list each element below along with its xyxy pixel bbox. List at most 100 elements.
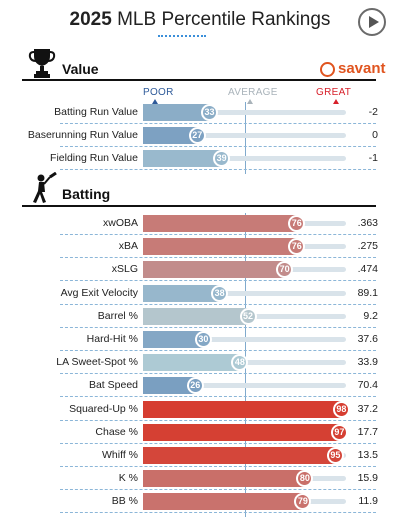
percentile-marker: 79 bbox=[294, 493, 312, 511]
metric-value-2-row-divider bbox=[60, 169, 376, 171]
metric-value: 89.1 bbox=[357, 286, 378, 299]
metric-label: xSLG bbox=[111, 263, 138, 276]
metric-label: Avg Exit Velocity bbox=[60, 286, 138, 299]
section-title-value: Value bbox=[62, 61, 99, 77]
percentile-track bbox=[143, 110, 346, 115]
percentile-marker: 98 bbox=[332, 400, 350, 418]
savant-logo: savant bbox=[338, 60, 386, 77]
percentile-marker: 76 bbox=[288, 238, 306, 256]
metric-batting-0-row-divider bbox=[60, 234, 376, 235]
metric-value: 37.6 bbox=[357, 333, 378, 345]
percentile-bar[interactable] bbox=[143, 354, 241, 372]
percentile-marker: 97 bbox=[330, 423, 348, 441]
section-rule-batting bbox=[22, 205, 376, 207]
metric-batting-12-row-divider bbox=[60, 512, 376, 514]
percentile-marker: 52 bbox=[239, 307, 257, 325]
percentile-bar[interactable] bbox=[143, 104, 210, 121]
percentile-track bbox=[143, 383, 346, 389]
metric-value: .474 bbox=[357, 263, 378, 276]
percentile-marker: 33 bbox=[200, 104, 218, 121]
title-underline bbox=[158, 35, 206, 37]
metric-label: Baserunning Run Value bbox=[27, 129, 138, 142]
percentile-bar[interactable] bbox=[143, 307, 249, 325]
scale-poor-label: POOR bbox=[143, 87, 174, 98]
scale-great-marker bbox=[333, 99, 339, 104]
metric-label: Fielding Run Value bbox=[50, 152, 138, 165]
metric-batting-6-row-divider bbox=[60, 373, 376, 375]
metric-value: 9.2 bbox=[363, 309, 378, 322]
percentile-marker: 95 bbox=[326, 447, 344, 464]
metric-batting-9-row-divider bbox=[60, 442, 376, 444]
metric-value: -2 bbox=[368, 106, 378, 118]
metric-label: Whiff % bbox=[102, 449, 138, 461]
percentile-track bbox=[143, 133, 346, 139]
percentile-bar[interactable] bbox=[143, 238, 298, 256]
metric-value: 37.2 bbox=[357, 402, 378, 415]
play-button[interactable] bbox=[358, 8, 386, 36]
percentile-marker: 30 bbox=[194, 331, 212, 348]
percentile-bar[interactable] bbox=[143, 331, 204, 348]
metric-label: Batting Run Value bbox=[54, 106, 138, 118]
scale-average-label: AVERAGE bbox=[228, 87, 278, 98]
percentile-marker: 38 bbox=[211, 284, 229, 302]
percentile-bar[interactable] bbox=[143, 127, 198, 145]
metric-value: 0 bbox=[372, 129, 378, 142]
metric-label: Bat Speed bbox=[88, 379, 138, 392]
metric-value: 70.4 bbox=[357, 379, 378, 392]
metric-value: .363 bbox=[357, 217, 378, 229]
percentile-track bbox=[143, 337, 346, 342]
percentile-bar[interactable] bbox=[143, 423, 340, 441]
percentile-bar[interactable] bbox=[143, 400, 342, 418]
percentile-marker: 26 bbox=[186, 377, 204, 395]
percentile-bar[interactable] bbox=[143, 261, 286, 279]
metric-value: 15.9 bbox=[357, 472, 378, 485]
metric-value: 33.9 bbox=[357, 356, 378, 369]
trophy-icon bbox=[28, 49, 56, 78]
metric-batting-10-row-divider bbox=[60, 466, 376, 467]
metric-label: LA Sweet-Spot % bbox=[56, 356, 138, 369]
metric-label: xBA bbox=[118, 240, 138, 253]
metric-value-0-row-divider bbox=[60, 123, 376, 124]
scale-average-marker bbox=[247, 99, 253, 104]
percentile-marker: 39 bbox=[213, 150, 231, 168]
metric-label: xwOBA bbox=[102, 217, 138, 229]
percentile-bar[interactable] bbox=[143, 150, 223, 168]
scale-poor-marker bbox=[152, 99, 158, 104]
metric-label: BB % bbox=[111, 495, 138, 508]
metric-value: .275 bbox=[357, 240, 378, 253]
metric-label: K % bbox=[118, 472, 138, 485]
metric-value: 11.9 bbox=[358, 495, 378, 508]
percentile-marker: 80 bbox=[296, 470, 314, 488]
metric-value-1-row-divider bbox=[60, 146, 376, 148]
savant-ball-icon bbox=[320, 62, 335, 77]
metric-batting-4-row-divider bbox=[60, 326, 376, 328]
metric-value: 17.7 bbox=[357, 425, 378, 438]
metric-batting-1-row-divider bbox=[60, 257, 376, 259]
percentile-track bbox=[143, 290, 346, 296]
title-text: MLB Percentile Rankings bbox=[111, 9, 331, 30]
metric-batting-11-row-divider bbox=[60, 489, 376, 491]
metric-batting-2-row-divider bbox=[60, 280, 376, 282]
percentile-rankings-panel: 2025 MLB Percentile Rankings Value savan… bbox=[0, 8, 400, 517]
metric-batting-7-row-divider bbox=[60, 396, 376, 398]
percentile-bar[interactable] bbox=[143, 493, 304, 511]
metric-value: 13.5 bbox=[357, 449, 378, 461]
title-year: 2025 bbox=[69, 9, 112, 30]
metric-batting-3-row-divider bbox=[60, 303, 376, 305]
percentile-bar[interactable] bbox=[143, 377, 196, 395]
percentile-track bbox=[143, 156, 346, 162]
metric-label: Squared-Up % bbox=[69, 402, 138, 415]
metric-batting-5-row-divider bbox=[60, 350, 376, 351]
metric-label: Chase % bbox=[95, 425, 138, 438]
page-title: 2025 MLB Percentile Rankings bbox=[0, 9, 400, 31]
metric-value: -1 bbox=[368, 152, 378, 165]
percentile-marker: 27 bbox=[188, 127, 206, 145]
percentile-bar[interactable] bbox=[143, 215, 298, 232]
percentile-bar[interactable] bbox=[143, 284, 221, 302]
metric-batting-8-row-divider bbox=[60, 419, 376, 421]
percentile-marker: 48 bbox=[231, 354, 249, 372]
scale-great-label: GREAT bbox=[316, 87, 352, 98]
percentile-bar[interactable] bbox=[143, 470, 306, 488]
section-rule-value bbox=[22, 79, 376, 81]
percentile-bar[interactable] bbox=[143, 447, 336, 464]
